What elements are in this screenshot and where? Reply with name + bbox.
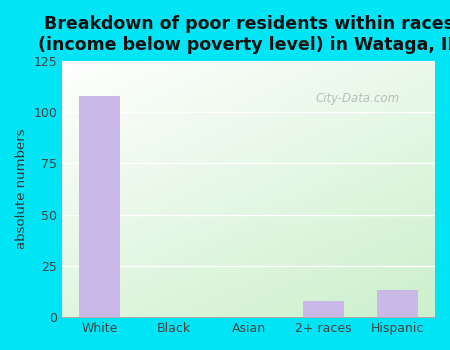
Y-axis label: absolute numbers: absolute numbers [15, 129, 28, 249]
Text: City-Data.com: City-Data.com [316, 92, 400, 105]
Bar [377, 290, 418, 317]
Title: Breakdown of poor residents within races
(income below poverty level) in Wataga,: Breakdown of poor residents within races… [38, 15, 450, 54]
Bar [303, 301, 344, 317]
Bar [79, 96, 120, 317]
